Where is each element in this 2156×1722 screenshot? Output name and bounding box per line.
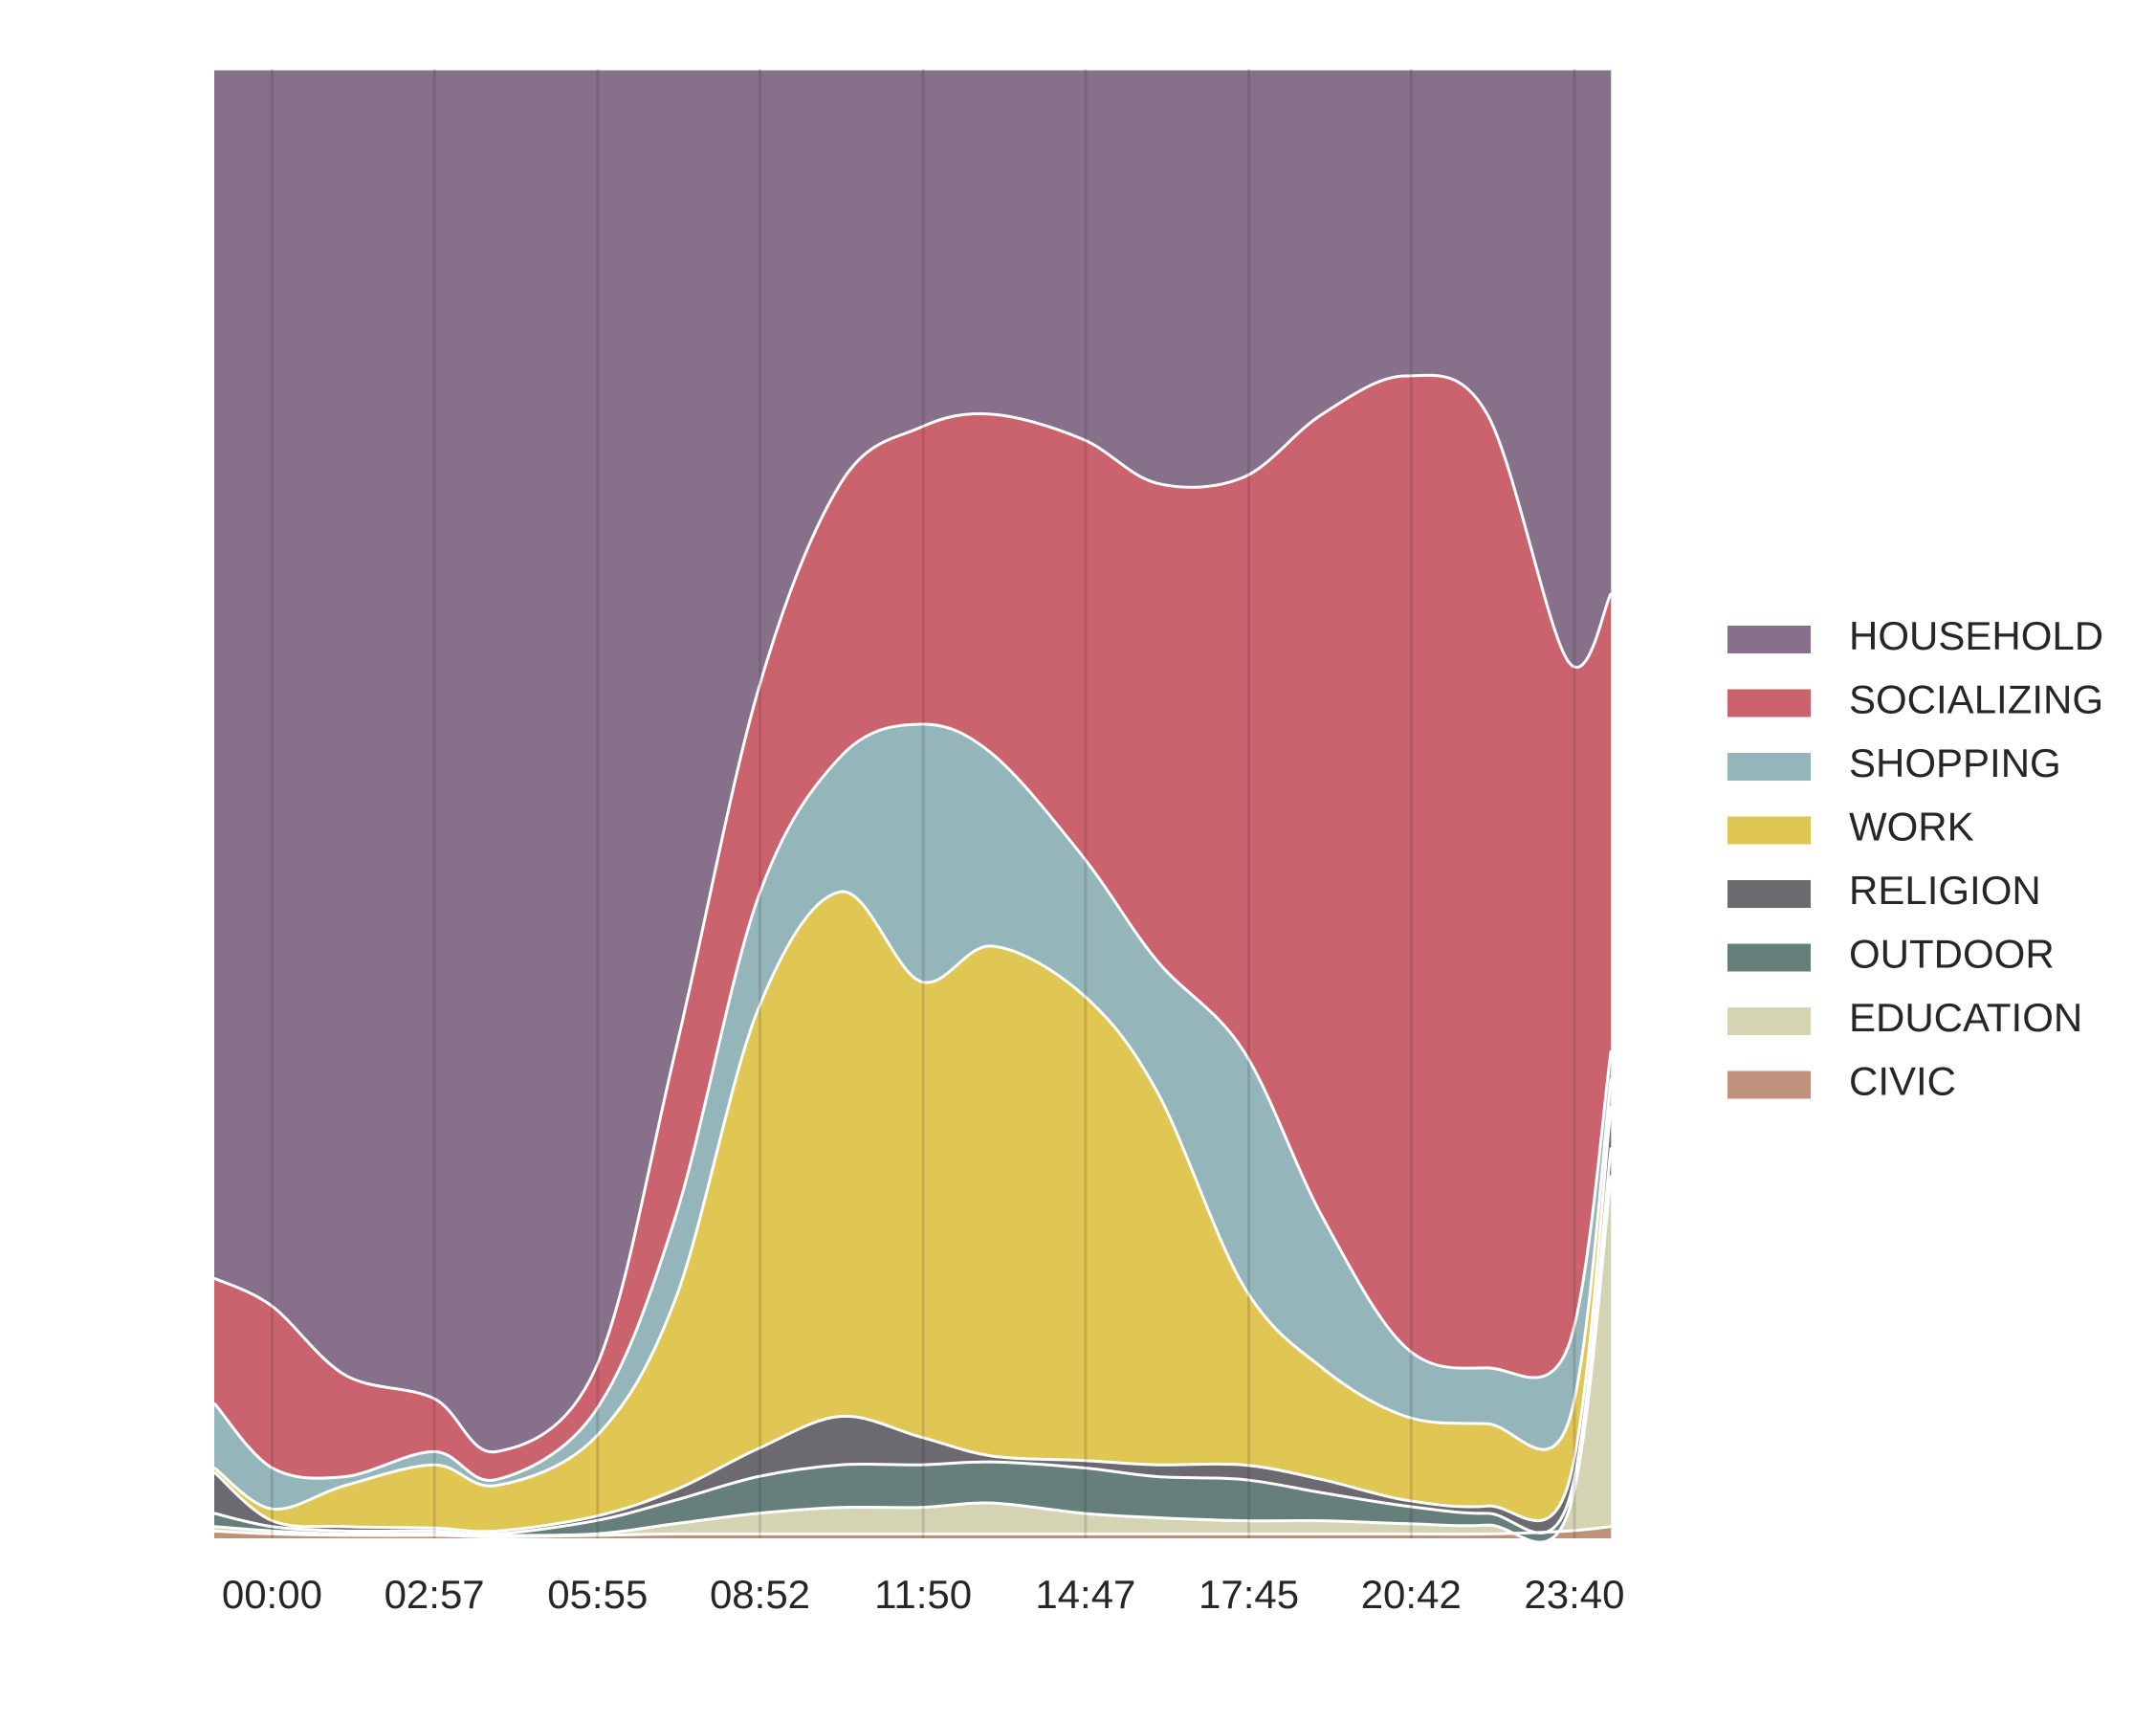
- x-tick-label: 20:42: [1361, 1572, 1462, 1617]
- legend-swatch: [1727, 753, 1811, 781]
- x-tick-label: 17:45: [1199, 1572, 1299, 1617]
- area: [214, 724, 1612, 1510]
- x-tick-label: 02:57: [385, 1572, 485, 1617]
- legend-label: SHOPPING: [1849, 740, 2061, 785]
- area: [214, 1106, 1612, 1534]
- area-edge: [213, 1147, 1613, 1536]
- legend-label: RELIGION: [1849, 868, 2041, 913]
- legend-swatch: [1727, 626, 1811, 653]
- legend-label: EDUCATION: [1849, 995, 2082, 1040]
- area-edge: [212, 722, 1613, 1482]
- legend-label: OUTDOOR: [1849, 932, 2055, 977]
- area-edge: [213, 1106, 1613, 1534]
- x-tick-label: 14:47: [1035, 1572, 1135, 1617]
- legend-label: HOUSEHOLD: [1849, 613, 2103, 658]
- area: [214, 1526, 1612, 1538]
- legend-swatch: [1727, 1071, 1811, 1099]
- area-edge: [213, 373, 1613, 1454]
- area-edge: [213, 890, 1613, 1512]
- legend-swatch: [1727, 1007, 1811, 1035]
- x-tick-label: 23:40: [1524, 1572, 1624, 1617]
- legend-label: SOCIALIZING: [1849, 677, 2103, 722]
- area-edge: [213, 1175, 1613, 1544]
- x-tick-label: 11:50: [874, 1572, 972, 1617]
- x-tick-label: 00:00: [222, 1572, 322, 1617]
- area: [214, 69, 1612, 1452]
- area: [214, 375, 1612, 1481]
- legend-swatch: [1727, 943, 1811, 972]
- legend-swatch: [1727, 689, 1811, 718]
- x-tick-label: 08:52: [710, 1572, 810, 1617]
- legend-label: WORK: [1849, 805, 1974, 850]
- area-edge: [213, 1525, 1612, 1538]
- area: [214, 891, 1612, 1532]
- legend-swatch: [1727, 880, 1811, 908]
- x-tick-label: 05:55: [547, 1572, 648, 1617]
- legend-swatch: [1727, 816, 1811, 845]
- legend-label: CIVIC: [1849, 1059, 1956, 1104]
